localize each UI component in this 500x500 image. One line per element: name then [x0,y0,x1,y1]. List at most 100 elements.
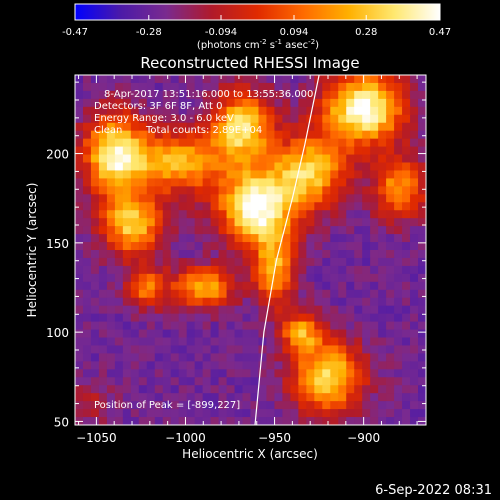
heatmap-pixel [258,90,268,100]
heatmap-pixel [354,321,363,331]
heatmap-pixel [330,234,339,243]
heatmap-pixel [146,281,156,291]
heatmap-pixel [194,202,204,211]
heatmap-pixel [75,273,84,283]
heatmap-pixel [386,242,395,251]
heatmap-pixel [306,82,315,92]
heatmap-pixel [218,337,228,347]
heatmap-pixel [250,305,260,315]
heatmap-pixel [186,122,196,132]
heatmap-pixel [218,257,228,267]
heatmap-pixel [114,361,124,370]
heatmap-pixel [314,98,323,108]
heatmap-pixel [242,226,252,235]
heatmap-pixel [282,98,291,108]
heatmap-pixel [210,345,220,354]
heatmap-pixel [402,313,411,323]
heatmap-pixel [266,345,276,354]
heatmap-pixel [138,313,148,323]
heatmap-pixel [218,321,228,331]
heatmap-pixel [330,154,339,164]
heatmap-pixel [106,345,116,354]
heatmap-pixel [258,106,268,116]
heatmap-pixel [298,329,307,339]
heatmap-pixel [322,138,331,148]
heatmap-pixel [218,90,228,100]
heatmap-pixel [122,361,132,370]
heatmap-pixel [338,345,347,354]
clean-label: Clean [94,125,122,136]
heatmap-pixel [210,369,220,378]
heatmap-pixel [362,321,371,331]
heatmap-pixel [242,289,252,299]
heatmap-pixel [386,210,395,219]
heatmap-pixel [322,297,331,307]
heatmap-pixel [290,234,299,243]
colorbar-tick-label: 0.47 [429,27,451,38]
heatmap-pixel [282,321,291,331]
heatmap-pixel [290,369,299,378]
heatmap-pixel [146,178,156,187]
heatmap-pixel [370,321,379,331]
heatmap-pixel [386,281,395,291]
heatmap-pixel [170,170,180,179]
heatmap-pixel [114,345,124,354]
heatmap-pixel [274,409,284,418]
heatmap-pixel [130,305,140,315]
heatmap-pixel [330,329,339,339]
heatmap-pixel [226,82,236,92]
heatmap-pixel [258,242,268,251]
heatmap-pixel [290,218,299,227]
heatmap-pixel [154,194,164,203]
y-tick-label: 50 [54,415,69,429]
heatmap-pixel [282,250,291,259]
heatmap-pixel [354,106,363,116]
heatmap-pixel [234,369,244,378]
heatmap-pixel [82,250,92,259]
heatmap-pixel [178,170,188,179]
heatmap-pixel [154,281,164,291]
heatmap-pixel [210,98,220,108]
heatmap-pixel [274,138,284,148]
heatmap-pixel [322,337,331,347]
heatmap-pixel [186,369,196,378]
heatmap-pixel [186,234,196,243]
heatmap-pixel [75,202,84,211]
heatmap-pixel [250,265,260,275]
heatmap-pixel [130,377,140,386]
heatmap-pixel [226,250,236,259]
heatmap-pixel [290,210,299,219]
heatmap-pixel [178,393,188,402]
heatmap-pixel [410,194,419,203]
heatmap-pixel [370,385,379,394]
heatmap-pixel [370,146,379,156]
heatmap-pixel [90,75,100,84]
heatmap-pixel [106,305,116,315]
heatmap-pixel [330,82,339,92]
heatmap-pixel [314,353,323,362]
heatmap-pixel [218,297,228,307]
heatmap-pixel [122,226,132,235]
heatmap-pixel [322,273,331,283]
heatmap-pixel [75,106,84,116]
heatmap-pixel [314,154,323,164]
heatmap-pixel [106,194,116,203]
heatmap-pixel [402,329,411,339]
heatmap-pixel [98,321,108,331]
heatmap-pixel [362,234,371,243]
heatmap-pixel [338,297,347,307]
heatmap-pixel [330,210,339,219]
heatmap-pixel [194,377,204,386]
heatmap-pixel [410,242,419,251]
heatmap-pixel [106,106,116,116]
heatmap-pixel [234,329,244,339]
heatmap-pixel [338,329,347,339]
heatmap-pixel [242,417,252,425]
heatmap-pixel [218,369,228,378]
heatmap-pixel [186,305,196,315]
heatmap-pixel [154,257,164,267]
heatmap-pixel [410,257,419,267]
heatmap-pixel [282,138,291,148]
heatmap-pixel [122,122,132,132]
